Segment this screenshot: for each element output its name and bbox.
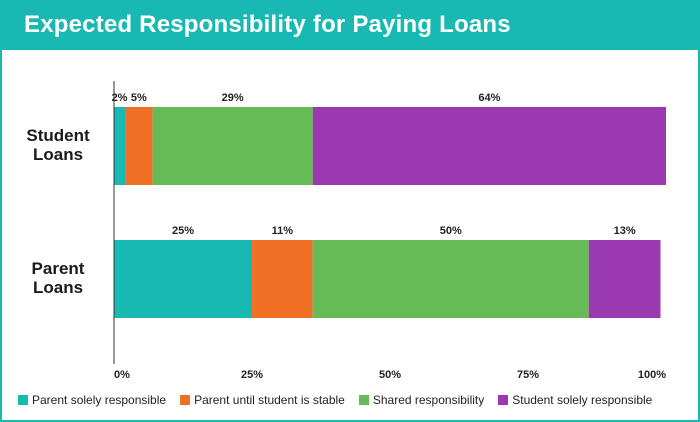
legend-item-2: Shared responsibility <box>358 393 485 407</box>
legend-item-1: Parent until student is stable <box>180 393 345 407</box>
legend-label-1: Parent until student is stable <box>194 393 345 407</box>
category-label-0: Student Loans <box>26 126 90 164</box>
legend-item-0: Parent solely responsible <box>18 393 166 407</box>
chart-title: Expected Responsibility for Paying Loans <box>24 11 511 38</box>
legend-label-3: Student solely responsible <box>512 393 653 407</box>
legend-item-3: Student solely responsible <box>498 393 652 407</box>
legend-label-0: Parent solely responsible <box>32 393 167 407</box>
legend-swatch-1 <box>180 395 191 405</box>
data-label-0-0: 2% <box>112 92 128 104</box>
x-tick-label-2: 50% <box>379 369 401 381</box>
data-label-1-3: 13% <box>614 225 636 237</box>
x-tick-label-4: 100% <box>638 369 666 381</box>
bar-segment-0-3 <box>312 107 666 185</box>
bar-segment-1-3 <box>588 240 661 318</box>
bar-segment-1-1 <box>252 240 313 318</box>
x-tick-label-3: 75% <box>517 369 539 381</box>
x-tick-label-0: 0% <box>114 369 130 381</box>
bar-segment-1-2 <box>312 240 589 318</box>
data-label-1-0: 25% <box>172 225 194 237</box>
chart-legend: Parent solely responsible Parent until st… <box>18 393 688 407</box>
data-label-0-3: 64% <box>478 92 500 104</box>
legend-label-2: Shared responsibility <box>372 393 485 407</box>
data-label-1-2: 50% <box>440 225 462 237</box>
bar-segment-1-0 <box>114 240 252 318</box>
legend-swatch-0 <box>18 395 28 405</box>
bar-segment-0-2 <box>152 107 313 185</box>
category-label-1: Parent Loans <box>32 259 85 297</box>
bar-segment-0-1 <box>125 107 153 185</box>
data-label-1-1: 11% <box>272 225 294 237</box>
data-label-0-2: 29% <box>222 92 244 104</box>
x-tick-label-1: 25% <box>241 369 263 381</box>
legend-swatch-2 <box>358 395 369 405</box>
chart-header: Expected Responsibility for Paying Loans <box>2 2 698 50</box>
legend-swatch-3 <box>498 395 509 405</box>
bar-segment-0-0 <box>114 107 126 185</box>
data-label-0-1: 5% <box>131 92 147 104</box>
